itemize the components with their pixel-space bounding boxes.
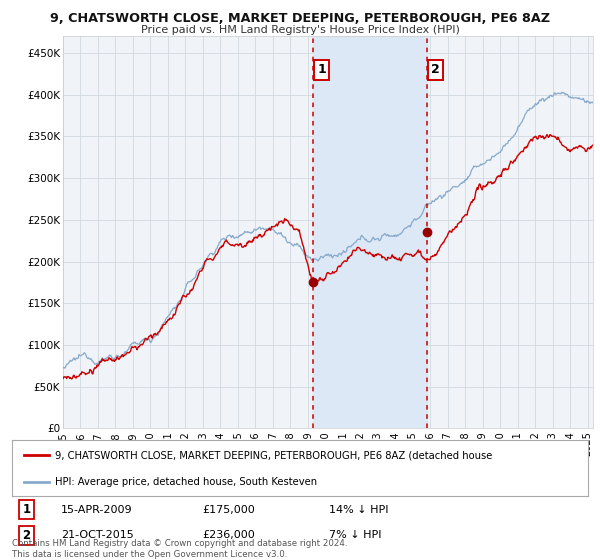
Bar [313, 36, 427, 428]
Text: 7% ↓ HPI: 7% ↓ HPI [329, 530, 382, 540]
Text: 9, CHATSWORTH CLOSE, MARKET DEEPING, PETERBOROUGH, PE6 8AZ (detached house: 9, CHATSWORTH CLOSE, MARKET DEEPING, PET… [55, 450, 493, 460]
Text: 21-OCT-2015: 21-OCT-2015 [61, 530, 134, 540]
Text: 1: 1 [317, 63, 326, 76]
Text: £236,000: £236,000 [202, 530, 255, 540]
Text: 2: 2 [22, 529, 31, 542]
Text: 14% ↓ HPI: 14% ↓ HPI [329, 505, 388, 515]
Text: Price paid vs. HM Land Registry's House Price Index (HPI): Price paid vs. HM Land Registry's House … [140, 25, 460, 35]
Text: Contains HM Land Registry data © Crown copyright and database right 2024.
This d: Contains HM Land Registry data © Crown c… [12, 539, 347, 559]
Text: 1: 1 [22, 503, 31, 516]
Text: 15-APR-2009: 15-APR-2009 [61, 505, 133, 515]
Text: 2: 2 [431, 63, 440, 76]
Text: £175,000: £175,000 [202, 505, 255, 515]
Text: 9, CHATSWORTH CLOSE, MARKET DEEPING, PETERBOROUGH, PE6 8AZ: 9, CHATSWORTH CLOSE, MARKET DEEPING, PET… [50, 12, 550, 25]
Text: HPI: Average price, detached house, South Kesteven: HPI: Average price, detached house, Sout… [55, 477, 317, 487]
